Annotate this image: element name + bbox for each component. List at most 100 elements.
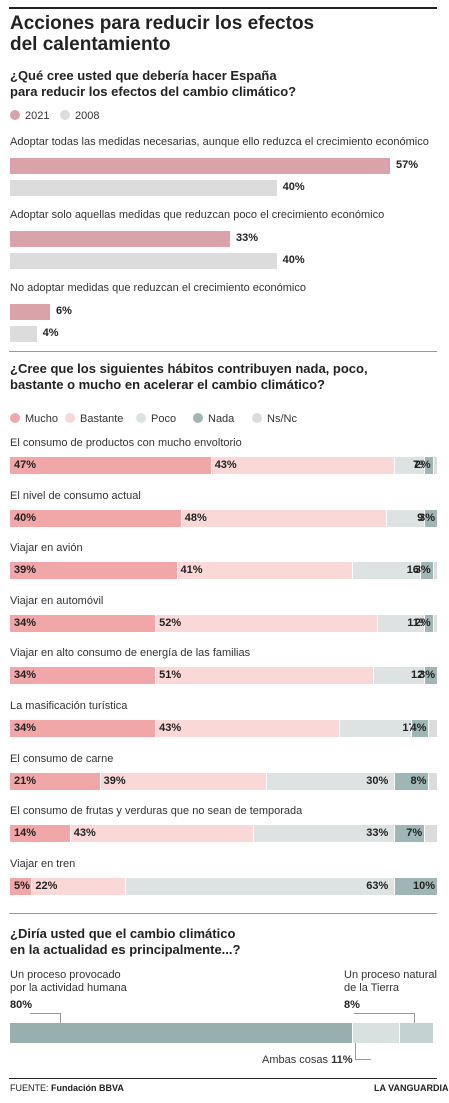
segment-value: 41% [180, 564, 203, 577]
segment-poco [377, 614, 425, 632]
segment-value: 30% [366, 774, 389, 787]
segment-nada [411, 720, 429, 737]
segment-bastante [155, 667, 373, 685]
leader-human [30, 1013, 61, 1024]
segment-bastante [210, 457, 395, 474]
segment-value: 48% [184, 511, 207, 524]
category-label: Adoptar todas las medidas necesarias, au… [10, 136, 429, 148]
segment-cause [351, 1023, 399, 1043]
segment-nada [419, 562, 433, 580]
stacked-bar: 5% 22% 63% 10% [10, 877, 437, 895]
segment-value: 47% [14, 459, 37, 471]
segment-value: 4% [410, 722, 427, 734]
stacked-bar: 34% 52% 11% 2% [10, 614, 437, 632]
legend-label-2021: 2021 [25, 110, 50, 122]
segment-poco [266, 772, 395, 790]
legend-item-2008: 2008 [60, 110, 99, 122]
legend-dot-nada [193, 413, 203, 423]
bar-2008 [10, 253, 277, 269]
segment-value: 43% [214, 459, 237, 471]
bar-2021 [10, 158, 390, 174]
segment-nsnc [428, 772, 437, 790]
stacked-bar: 39% 41% 16% 3% [10, 562, 437, 580]
segment-value: 43% [73, 827, 96, 840]
bar-value-2021: 6% [56, 305, 72, 317]
segment-value: 33% [366, 827, 389, 840]
segment-nada [394, 825, 425, 843]
label-ambas-text: Ambas cosas [262, 1054, 329, 1066]
question-2: ¿Cree que los siguientes hábitos contrib… [10, 361, 368, 392]
stacked-bar: 14% 43% 33% 7% [10, 825, 437, 843]
segment-cause [10, 1023, 352, 1043]
segment-cause [398, 1023, 433, 1043]
legend-label-nada: Nada [208, 413, 235, 425]
legend-item-mucho: Mucho [10, 413, 58, 425]
segment-nada [424, 457, 433, 474]
segment-poco [351, 562, 420, 580]
value-ambas: 11% [331, 1054, 353, 1066]
segment-bastante [155, 614, 378, 632]
label-ambas: Ambas cosas 11% [262, 1054, 353, 1067]
bar-value-2021: 57% [396, 159, 419, 171]
legend-dot-nsnc [252, 413, 262, 423]
segment-mucho [10, 772, 100, 790]
segment-bastante [176, 562, 352, 580]
stacked-bar: 34%43%17%4% [10, 720, 437, 737]
segment-mucho [10, 457, 211, 474]
stacked-bar: 34% 51% 12% 3% [10, 667, 437, 685]
bar-2021 [10, 304, 50, 320]
legend-label-2008: 2008 [75, 110, 100, 122]
legend-item-2021: 2021 [10, 110, 49, 122]
bar-2008 [10, 326, 37, 342]
segment-value: 5% [14, 879, 30, 892]
segment-bastante [31, 877, 126, 895]
category-label: El consumo de productos con mucho envolt… [10, 437, 242, 449]
footer-source-name: Fundación BBVA [51, 1083, 124, 1093]
segment-value: 43% [159, 722, 182, 734]
question-1: ¿Qué cree usted que debería hacer España… [10, 68, 297, 99]
footer-rule [9, 1078, 437, 1079]
category-label: Viajar en tren [10, 857, 76, 870]
label-human-activity: Un proceso provocado por la actividad hu… [10, 969, 127, 994]
segment-poco [394, 457, 425, 474]
bar-value-2008: 40% [282, 254, 305, 266]
segment-value: 21% [14, 774, 37, 787]
segment-value: 34% [14, 616, 37, 629]
segment-value: 39% [14, 564, 37, 577]
divider-2 [9, 913, 437, 914]
bar-2021 [10, 231, 230, 247]
segment-value: 34% [14, 722, 37, 734]
segment-mucho [10, 562, 177, 580]
segment-value: 40% [14, 511, 37, 524]
label-natural-process: Un proceso natural de la Tierra [344, 969, 437, 994]
segment-bastante [99, 772, 267, 790]
footer-source: FUENTE: Fundación BBVA [10, 1083, 124, 1093]
segment-nada [424, 614, 433, 632]
footer-brand: LA VANGUARDIA [374, 1083, 449, 1093]
segment-bastante [69, 825, 254, 843]
legend-label-poco: Poco [151, 413, 177, 425]
segment-value: 22% [35, 879, 58, 892]
segment-bastante [180, 509, 386, 527]
segment-mucho [10, 877, 32, 895]
segment-mucho [10, 614, 156, 632]
value-natural-process: 8% [344, 999, 360, 1011]
legend-item-nada: Nada [193, 413, 234, 425]
legend-label-bastante: Bastante [80, 413, 124, 425]
segment-value: 51% [159, 669, 182, 682]
segment-value: 8% [410, 774, 427, 787]
bar-value-2008: 40% [282, 181, 305, 193]
leader-ambas [355, 1043, 371, 1060]
bar-value-2008: 4% [42, 327, 59, 339]
segment-bastante [155, 720, 339, 737]
segment-value: 3% [419, 669, 435, 682]
legend-label-nsnc: Ns/Nc [267, 413, 297, 425]
segment-value: 3% [419, 511, 435, 524]
legend-item-poco: Poco [136, 413, 176, 425]
segment-value: 14% [14, 827, 37, 840]
stacked-bar: 40%48%9%3% [10, 509, 437, 527]
segment-value: 3% [414, 564, 431, 577]
segment-nsnc [432, 457, 437, 474]
segment-value: 11% [407, 616, 429, 629]
segment-nada [394, 772, 429, 790]
